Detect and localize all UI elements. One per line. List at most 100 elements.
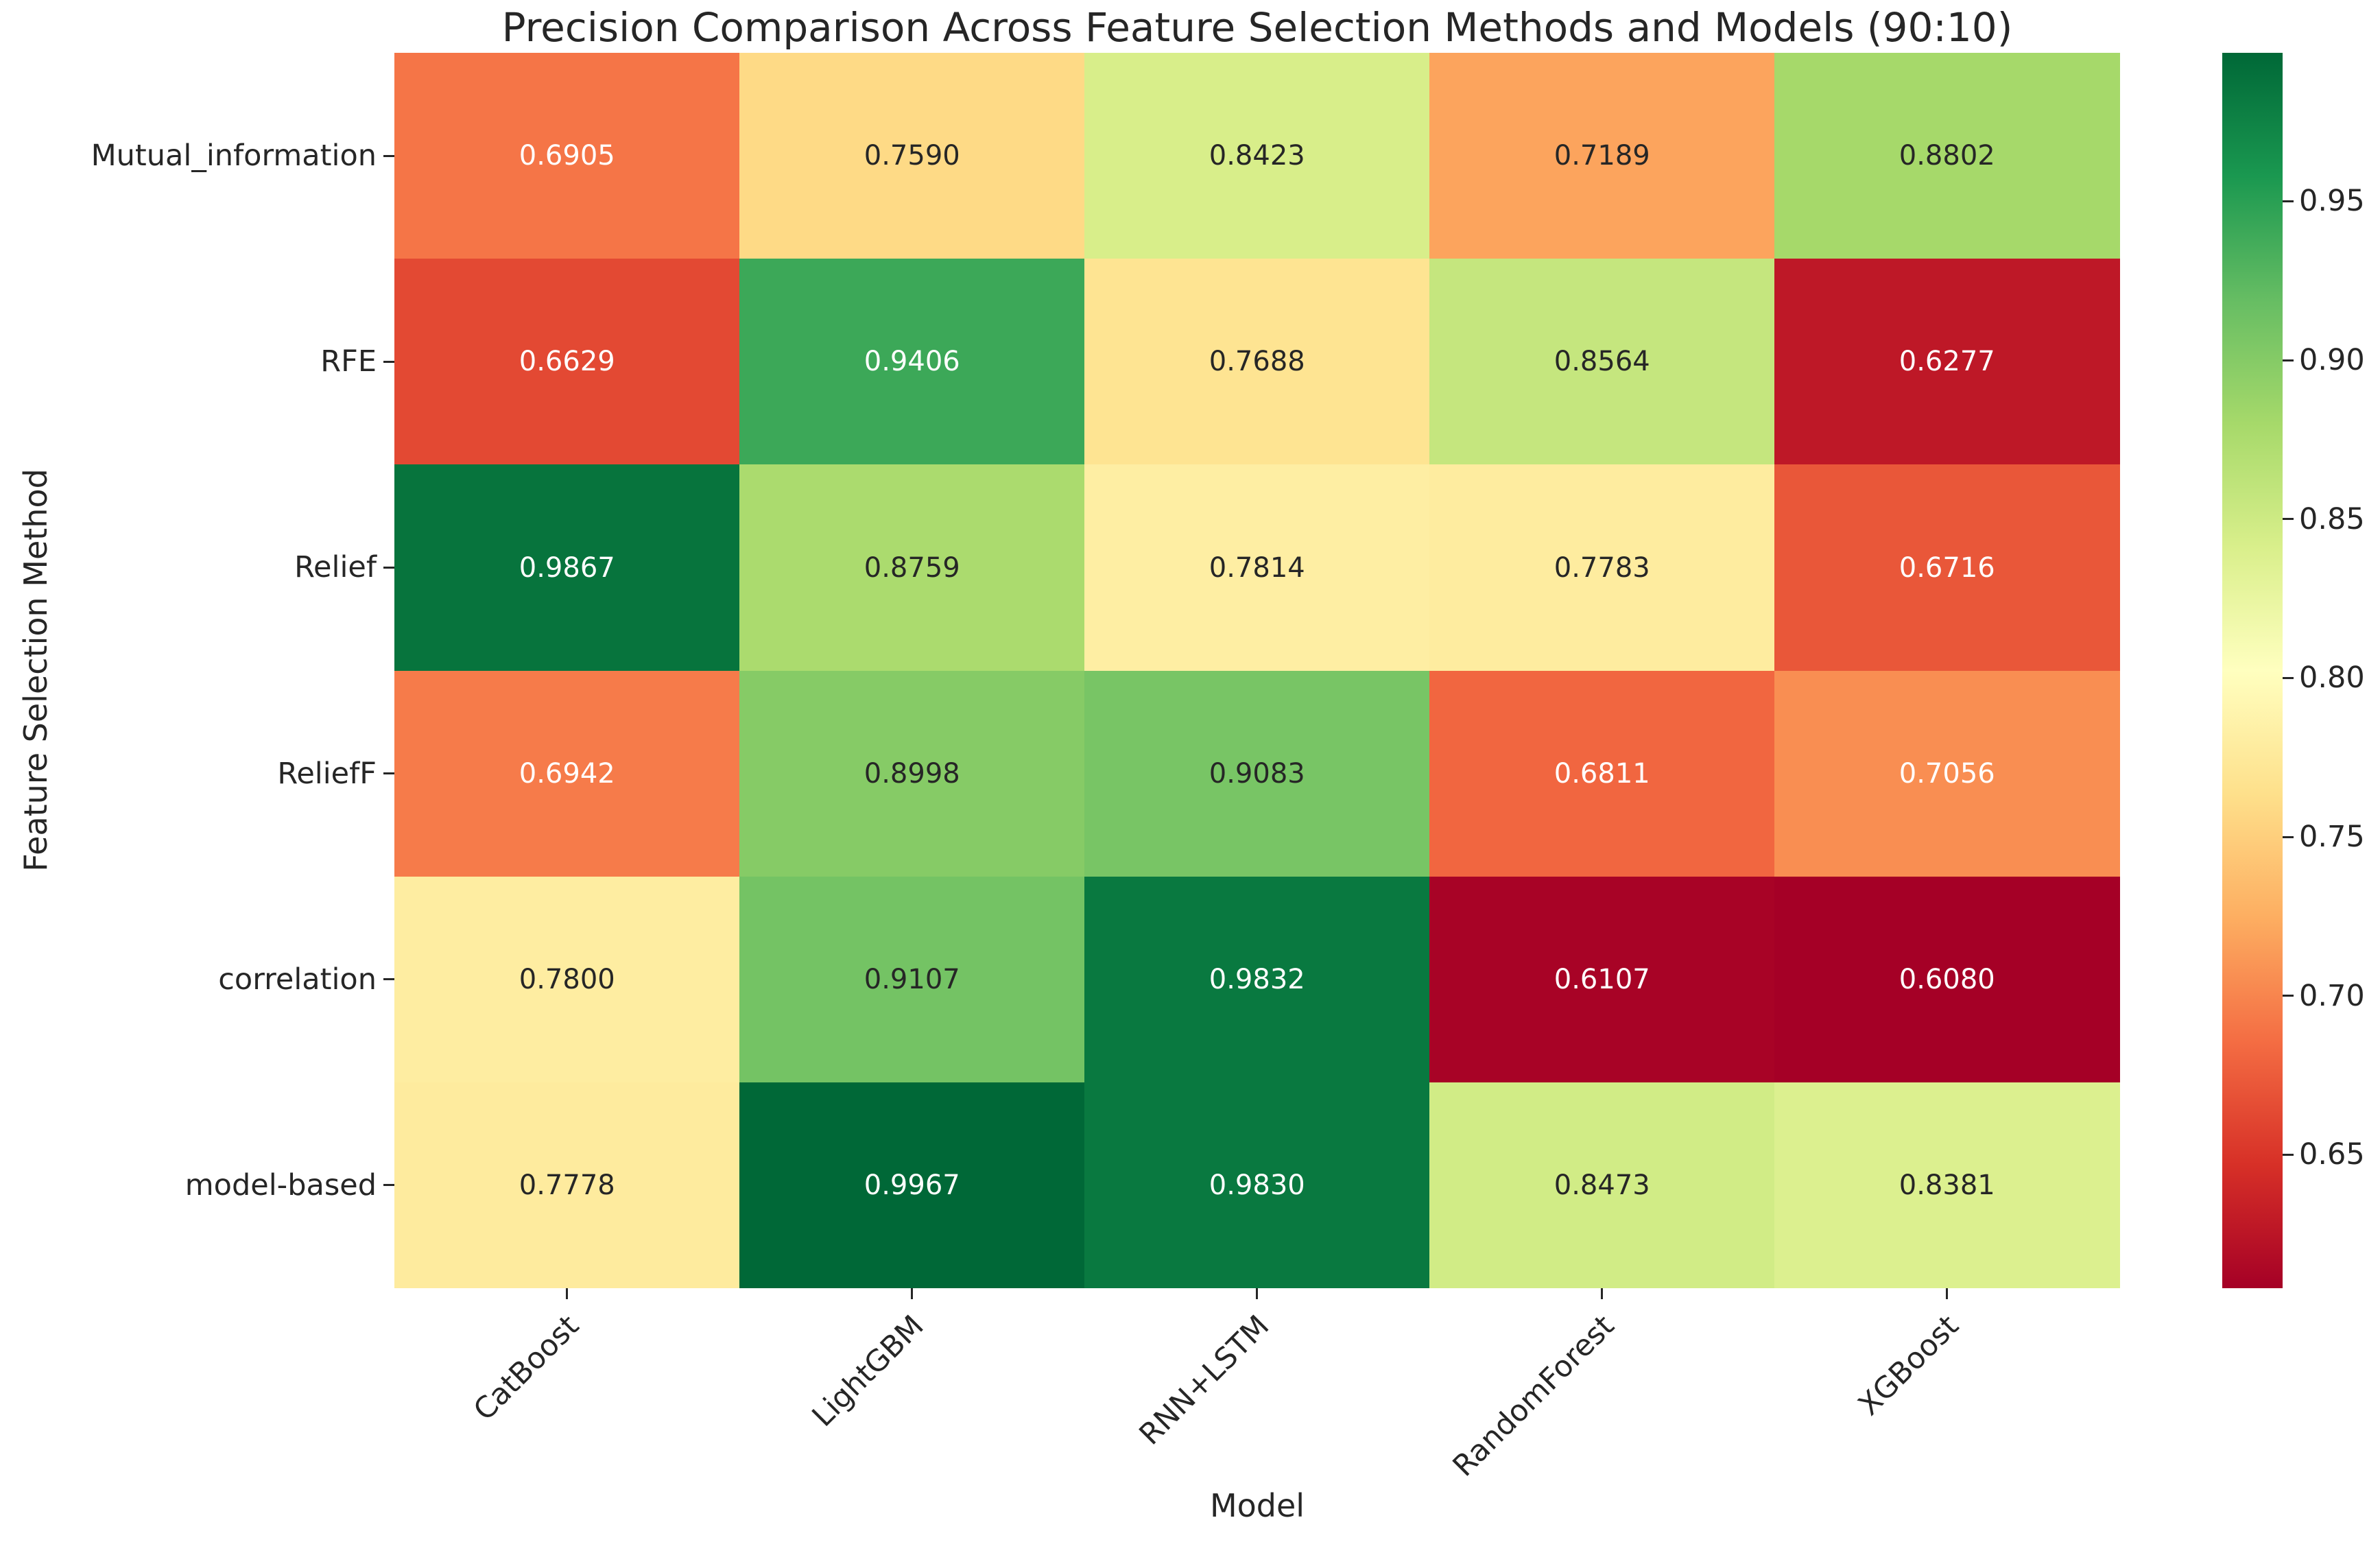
x-tick-mark: [911, 1288, 913, 1299]
heatmap-cell: 0.8759: [739, 464, 1085, 671]
cell-value: 0.7814: [1209, 551, 1305, 584]
colorbar-tick-label: 0.80: [2299, 661, 2365, 696]
heatmap-grid: 0.6905 0.7590 0.8423 0.7189 0.8802 0.6629 0.94…: [394, 53, 2120, 1289]
heatmap-cell: 0.8802: [1774, 53, 2120, 259]
cell-value: 0.9107: [864, 963, 960, 995]
chart-title: Precision Comparison Across Feature Sele…: [501, 4, 2013, 51]
x-tick-mark: [1946, 1288, 1948, 1299]
heatmap-cell: 0.6107: [1429, 876, 1775, 1083]
colorbar-tick-mark: [2283, 518, 2294, 521]
heatmap-cell: 0.7189: [1429, 53, 1775, 259]
colorbar-tick-label: 0.95: [2299, 184, 2365, 219]
cell-value: 0.9830: [1209, 1170, 1305, 1202]
cell-value: 0.6080: [1899, 963, 1995, 995]
heatmap-cell: 0.7778: [394, 1082, 740, 1289]
heatmap-cell: 0.7688: [1084, 259, 1430, 465]
cell-value: 0.8759: [864, 551, 960, 584]
colorbar-tick-mark: [2283, 200, 2294, 202]
heatmap-cell: 0.9867: [394, 464, 740, 671]
x-tick-mark: [566, 1288, 568, 1299]
cell-value: 0.7800: [519, 963, 615, 995]
heatmap-cell: 0.9406: [739, 259, 1085, 465]
x-axis-label: Model: [1209, 1487, 1305, 1524]
heatmap-cell: 0.9832: [1084, 876, 1430, 1083]
colorbar-tick-label: 0.70: [2299, 978, 2365, 1013]
heatmap-cell: 0.8423: [1084, 53, 1430, 259]
y-tick-label: Relief: [294, 550, 377, 585]
x-tick-label: LightGBM: [805, 1309, 931, 1434]
cell-value: 0.9967: [864, 1170, 960, 1202]
heatmap-cell: 0.7800: [394, 876, 740, 1083]
x-tick-label: CatBoost: [466, 1309, 586, 1427]
y-axis-label: Feature Selection Method: [17, 468, 54, 872]
colorbar-tick-mark: [2283, 676, 2294, 679]
colorbar: [2222, 53, 2283, 1288]
colorbar-tick-label: 0.90: [2299, 343, 2365, 378]
colorbar-tick-mark: [2283, 1153, 2294, 1156]
cell-value: 0.7590: [864, 140, 960, 172]
colorbar-tick-mark: [2283, 359, 2294, 361]
colorbar-tick-label: 0.85: [2299, 501, 2365, 536]
cell-value: 0.6905: [519, 140, 615, 172]
cell-value: 0.6277: [1899, 346, 1995, 378]
heatmap-cell: 0.6277: [1774, 259, 2120, 465]
y-tick-mark: [383, 1184, 394, 1187]
cell-value: 0.7688: [1209, 346, 1305, 378]
y-tick-mark: [383, 978, 394, 981]
y-tick-mark: [383, 566, 394, 569]
cell-value: 0.9083: [1209, 757, 1305, 790]
x-tick-label: RandomForest: [1446, 1309, 1621, 1484]
cell-value: 0.7783: [1554, 551, 1650, 584]
heatmap-cell: 0.8381: [1774, 1082, 2120, 1289]
y-tick-mark: [383, 360, 394, 363]
cell-value: 0.7189: [1554, 140, 1650, 172]
heatmap-cell: 0.8564: [1429, 259, 1775, 465]
heatmap-cell: 0.8998: [739, 670, 1085, 877]
heatmap-cell: 0.6716: [1774, 464, 2120, 671]
heatmap-cell: 0.9083: [1084, 670, 1430, 877]
heatmap-cell: 0.6905: [394, 53, 740, 259]
cell-value: 0.6107: [1554, 963, 1650, 995]
heatmap-cell: 0.6080: [1774, 876, 2120, 1083]
x-tick-label: XGBoost: [1852, 1309, 1966, 1423]
cell-value: 0.6716: [1899, 551, 1995, 584]
colorbar-tick-label: 0.65: [2299, 1137, 2365, 1172]
heatmap-cell: 0.6942: [394, 670, 740, 877]
heatmap-cell: 0.9967: [739, 1082, 1085, 1289]
cell-value: 0.9832: [1209, 963, 1305, 995]
cell-value: 0.8998: [864, 757, 960, 790]
cell-value: 0.8564: [1554, 346, 1650, 378]
heatmap-cell: 0.8473: [1429, 1082, 1775, 1289]
cell-value: 0.6811: [1554, 757, 1650, 790]
cell-value: 0.8381: [1899, 1170, 1995, 1202]
x-tick-mark: [1256, 1288, 1258, 1299]
y-tick-mark: [383, 772, 394, 775]
y-tick-label: correlation: [218, 962, 377, 997]
cell-value: 0.6629: [519, 346, 615, 378]
heatmap-cell: 0.7590: [739, 53, 1085, 259]
heatmap-cell: 0.9107: [739, 876, 1085, 1083]
cell-value: 0.9867: [519, 551, 615, 584]
heatmap-cell: 0.7056: [1774, 670, 2120, 877]
y-tick-label: RFE: [320, 344, 377, 379]
y-tick-mark: [383, 154, 394, 157]
colorbar-tick-mark: [2283, 995, 2294, 997]
cell-value: 0.7778: [519, 1170, 615, 1202]
cell-value: 0.9406: [864, 346, 960, 378]
heatmap-cell: 0.7783: [1429, 464, 1775, 671]
x-tick-label: RNN+LSTM: [1132, 1309, 1276, 1452]
y-tick-label: Mutual_information: [91, 139, 377, 174]
cell-value: 0.8423: [1209, 140, 1305, 172]
x-tick-mark: [1601, 1288, 1603, 1299]
heatmap-cell: 0.9830: [1084, 1082, 1430, 1289]
heatmap-cell: 0.6811: [1429, 670, 1775, 877]
cell-value: 0.8802: [1899, 140, 1995, 172]
colorbar-tick-label: 0.75: [2299, 820, 2365, 855]
heatmap-cell: 0.6629: [394, 259, 740, 465]
cell-value: 0.6942: [519, 757, 615, 790]
colorbar-tick-mark: [2283, 835, 2294, 838]
cell-value: 0.8473: [1554, 1170, 1650, 1202]
cell-value: 0.7056: [1899, 757, 1995, 790]
y-tick-label: model-based: [185, 1167, 377, 1202]
